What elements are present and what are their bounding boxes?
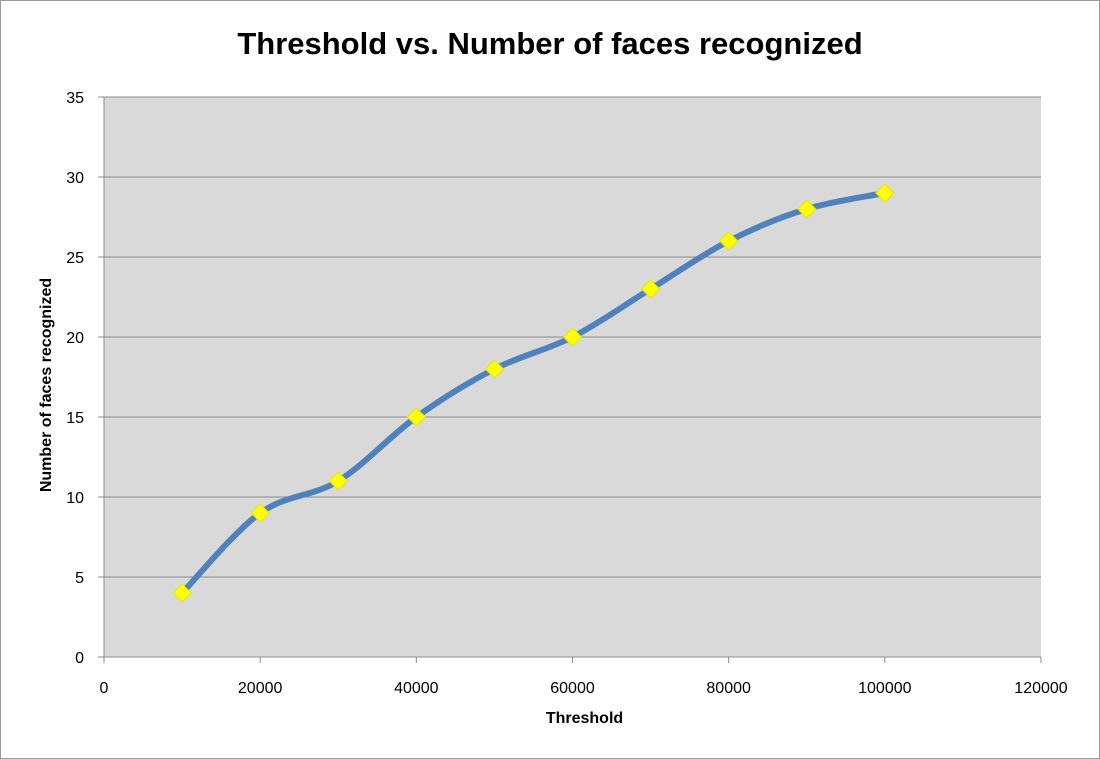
data-point-marker [328, 471, 348, 491]
data-point-marker [875, 183, 895, 203]
plot-area [104, 97, 1041, 657]
y-tick-label: 25 [66, 250, 84, 267]
data-point-marker [640, 279, 661, 299]
x-tick-label: 100000 [858, 680, 911, 697]
x-tick-label: 120000 [1014, 680, 1067, 697]
y-tick-label: 10 [66, 490, 84, 507]
y-tick-label: 0 [75, 650, 84, 667]
x-tick-label: 80000 [706, 680, 751, 697]
data-point-marker [797, 199, 817, 219]
data-point-marker [562, 327, 583, 347]
y-tick-label: 15 [66, 410, 84, 427]
series-group [172, 183, 895, 603]
y-tick-label: 35 [66, 90, 84, 107]
data-point-marker [484, 359, 505, 379]
y-tick-label: 20 [66, 330, 84, 347]
series-line [179, 190, 888, 596]
axes [103, 97, 1042, 663]
x-tick-label: 20000 [238, 680, 283, 697]
y-tick-label: 30 [66, 170, 84, 187]
data-point-marker [172, 583, 192, 603]
x-tick-labels: 0 20000 40000 60000 80000 100000 120000 [100, 680, 1068, 697]
data-point-marker [250, 503, 270, 523]
y-tick-label: 5 [75, 570, 84, 587]
data-point-marker [718, 231, 739, 251]
y-tick-labels: 0 5 10 15 20 25 30 35 [66, 90, 84, 667]
y-axis-label: Number of faces recognized [38, 278, 55, 492]
x-axis-label: Threshold [546, 710, 623, 727]
data-point-marker [406, 407, 427, 427]
x-tick-label: 60000 [550, 680, 595, 697]
x-tick-label: 40000 [394, 680, 439, 697]
x-tick-label: 0 [100, 680, 109, 697]
chart-title: Threshold vs. Number of faces recognized [237, 26, 863, 61]
